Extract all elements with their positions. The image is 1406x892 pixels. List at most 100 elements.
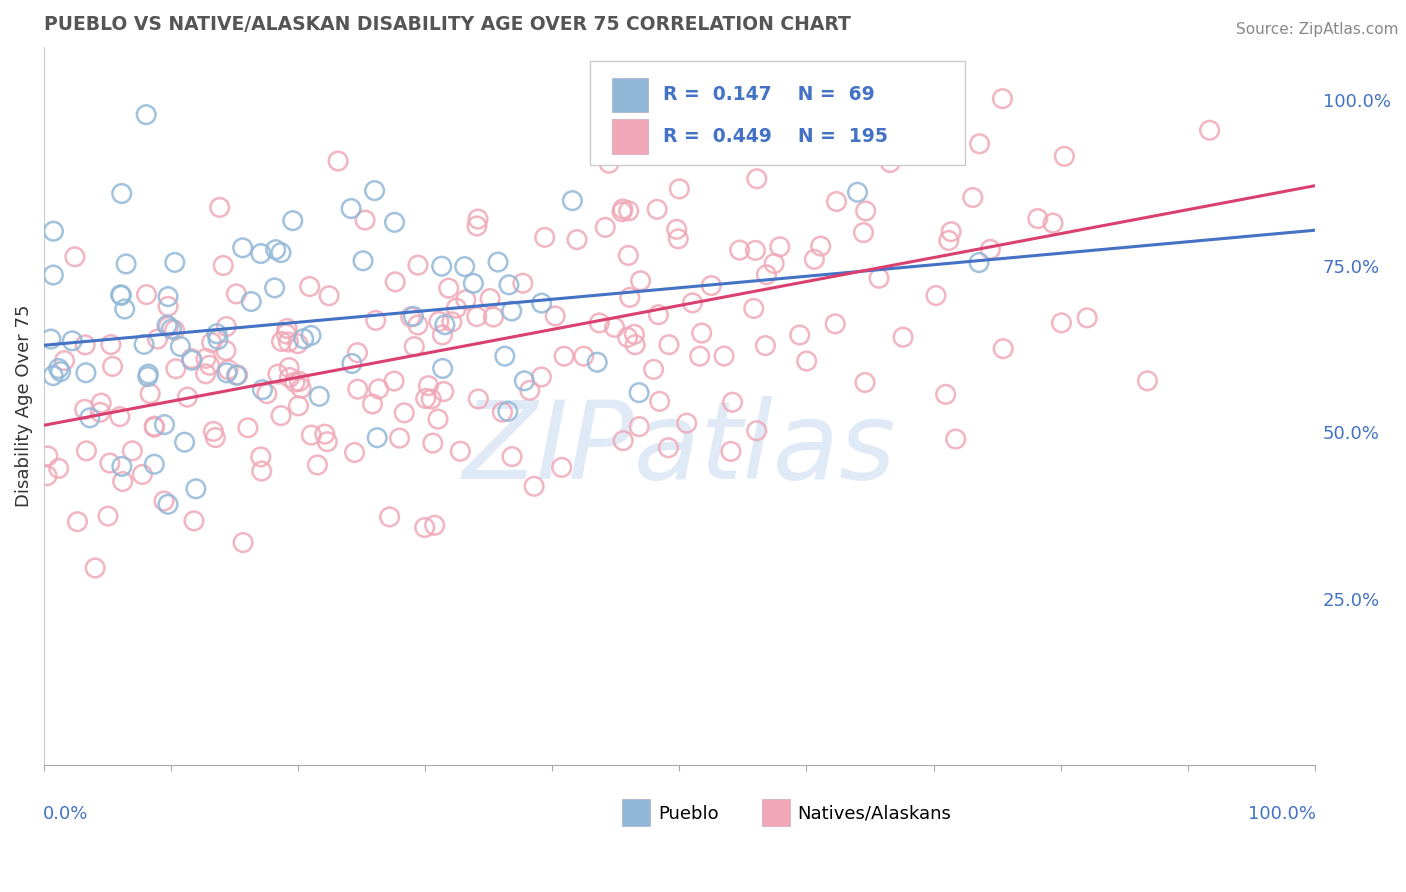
Point [496, 404, 519, 418]
Point [689, 349, 711, 363]
Point [433, 384, 456, 399]
Point [180, 351, 202, 366]
Point [565, 233, 588, 247]
Point [628, 419, 651, 434]
Point [132, 337, 155, 351]
Point [352, 253, 374, 268]
FancyBboxPatch shape [612, 120, 648, 153]
Point [274, 326, 297, 341]
Point [630, 274, 652, 288]
Point [530, 296, 553, 310]
Point [523, 479, 546, 493]
Point [598, 156, 620, 170]
Point [745, 171, 768, 186]
Point [263, 281, 285, 295]
Text: R =  0.147    N =  69: R = 0.147 N = 69 [662, 86, 875, 104]
Point [494, 349, 516, 363]
Point [66, 515, 89, 529]
Point [79, 410, 101, 425]
Point [467, 212, 489, 227]
Point [745, 424, 768, 438]
Point [513, 374, 536, 388]
Point [173, 435, 195, 450]
Point [572, 349, 595, 363]
Point [796, 84, 818, 98]
Point [340, 202, 363, 216]
Point [143, 457, 166, 471]
Point [176, 390, 198, 404]
Point [1076, 310, 1098, 325]
Point [628, 385, 651, 400]
Point [803, 252, 825, 267]
Point [194, 351, 217, 366]
Point [1042, 216, 1064, 230]
Point [742, 301, 765, 316]
Point [588, 316, 610, 330]
Text: PUEBLO VS NATIVE/ALASKAN DISABILITY AGE OVER 75 CORRELATION CHART: PUEBLO VS NATIVE/ALASKAN DISABILITY AGE … [44, 15, 851, 34]
Point [432, 361, 454, 376]
Point [39, 332, 62, 346]
Point [97, 509, 120, 524]
Point [75, 366, 97, 380]
Point [744, 244, 766, 258]
Point [786, 112, 808, 126]
Point [157, 497, 180, 511]
Point [53, 353, 76, 368]
Point [287, 336, 309, 351]
Point [648, 394, 671, 409]
Point [991, 92, 1014, 106]
Point [449, 444, 471, 458]
Point [1198, 123, 1220, 137]
Point [616, 330, 638, 344]
Point [544, 309, 567, 323]
Point [482, 310, 505, 324]
Point [430, 259, 453, 273]
Point [728, 243, 751, 257]
Point [643, 362, 665, 376]
Point [852, 226, 875, 240]
Point [905, 131, 928, 145]
Point [394, 406, 416, 420]
Point [183, 514, 205, 528]
Point [465, 310, 488, 324]
Point [364, 313, 387, 327]
Point [682, 296, 704, 310]
Point [135, 108, 157, 122]
Point [512, 277, 534, 291]
Point [486, 255, 509, 269]
Point [846, 186, 869, 200]
Point [225, 368, 247, 383]
Point [647, 308, 669, 322]
Text: Pueblo: Pueblo [658, 805, 718, 823]
Text: 0.0%: 0.0% [42, 805, 89, 822]
Point [1136, 374, 1159, 388]
Point [131, 467, 153, 482]
Point [612, 202, 634, 216]
Point [307, 458, 329, 472]
Point [256, 386, 278, 401]
Point [139, 386, 162, 401]
Point [891, 330, 914, 344]
Point [446, 301, 468, 315]
Point [824, 317, 846, 331]
Point [382, 374, 405, 388]
Point [586, 355, 609, 369]
Point [938, 234, 960, 248]
Point [1050, 316, 1073, 330]
Text: 100.0%: 100.0% [1249, 805, 1316, 822]
Point [744, 119, 766, 133]
Point [153, 417, 176, 432]
Point [37, 468, 59, 483]
Point [721, 395, 744, 409]
Point [217, 362, 239, 376]
Point [63, 250, 86, 264]
Point [270, 245, 292, 260]
Point [208, 200, 231, 214]
Point [121, 443, 143, 458]
Point [796, 354, 818, 368]
Point [363, 184, 385, 198]
Point [402, 310, 425, 324]
Point [619, 290, 641, 304]
Point [962, 190, 984, 204]
Point [288, 375, 311, 389]
